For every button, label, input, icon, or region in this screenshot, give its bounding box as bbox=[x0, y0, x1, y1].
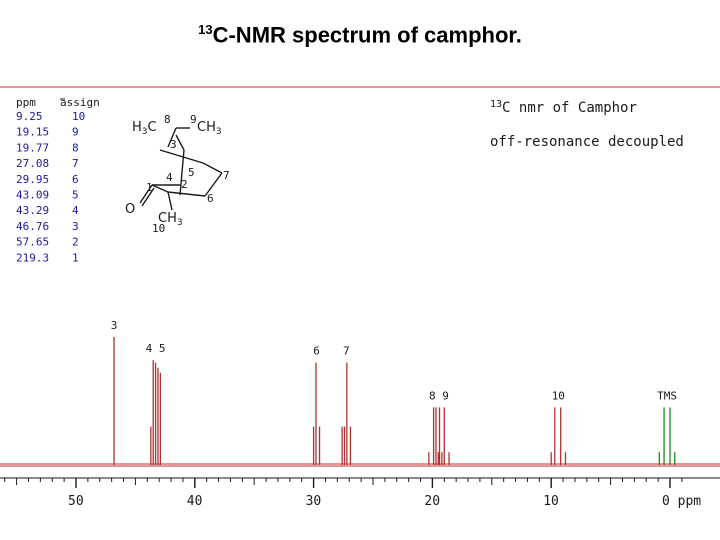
x-tick-label: 50 bbox=[68, 494, 84, 509]
table-header-assign: assign bbox=[60, 96, 100, 109]
table-cell-ppm: 9.25 bbox=[16, 110, 43, 123]
label-ch3-right-sub: 3 bbox=[216, 127, 222, 137]
label-c7: 7 bbox=[223, 169, 230, 182]
table-cell-assign: 3 bbox=[72, 220, 79, 233]
table-cell-ppm: 19.15 bbox=[16, 126, 49, 139]
table-cell-assign: 10 bbox=[72, 110, 85, 123]
label-c9: 9 bbox=[190, 113, 197, 126]
label-c5: 5 bbox=[188, 166, 195, 179]
chart-subtitle: off-resonance decoupled bbox=[490, 134, 684, 150]
table-header-ppm: ppm bbox=[16, 96, 36, 109]
x-axis-ticks: 50 40 30 20 10 0 ppm bbox=[4, 478, 701, 509]
table-cell-ppm: 57.65 bbox=[16, 236, 49, 249]
peak-label: 10 bbox=[552, 389, 565, 402]
peak-labels: 3 4 5 6 7 8 9 10 TMS bbox=[111, 319, 677, 402]
assignment-table: ppm assign 9.25 10 19.15 9 19.77 8 27.08 7 29.95… bbox=[16, 96, 100, 264]
table-cell-ppm: 46.76 bbox=[16, 220, 49, 233]
label-ch3-bottom: CH bbox=[158, 211, 177, 226]
table-cell-assign: 8 bbox=[72, 141, 79, 154]
table-cell-ppm: 43.09 bbox=[16, 189, 49, 202]
label-h3c-c: C bbox=[148, 120, 157, 135]
table-cell-assign: 9 bbox=[72, 126, 79, 139]
label-c2: 2 bbox=[181, 178, 188, 191]
table-cell-assign: 7 bbox=[72, 157, 79, 170]
chart-title: 13C nmr of Camphor bbox=[490, 99, 637, 116]
label-h3c-h: H bbox=[132, 120, 142, 135]
peak-label: 7 bbox=[343, 345, 350, 358]
label-ch3-bottom-sub: 3 bbox=[177, 218, 183, 228]
label-c6: 6 bbox=[207, 192, 214, 205]
x-tick-label: 30 bbox=[306, 494, 322, 509]
title-superscript: 13 bbox=[198, 22, 213, 37]
x-tick-label: 0 ppm bbox=[662, 494, 701, 509]
svg-text:H3C: H3C bbox=[132, 120, 157, 137]
chart-title-sup: 13 bbox=[490, 99, 502, 110]
label-c10: 10 bbox=[152, 222, 165, 235]
table-cell-assign: 1 bbox=[72, 251, 79, 264]
table-cell-assign: 5 bbox=[72, 189, 79, 202]
table-cell-assign: 4 bbox=[72, 204, 79, 217]
label-oxygen: O bbox=[125, 202, 135, 217]
table-rows: 9.25 10 19.15 9 19.77 8 27.08 7 29.95 6 43.09 5 43.2… bbox=[16, 110, 85, 264]
table-cell-assign: 2 bbox=[72, 236, 79, 249]
label-ch3-right: CH bbox=[197, 120, 216, 135]
x-tick-label: 10 bbox=[543, 494, 559, 509]
svg-text:CH3: CH3 bbox=[158, 211, 183, 228]
peak-label: 4 5 bbox=[146, 342, 166, 355]
table-cell-ppm: 219.3 bbox=[16, 251, 49, 264]
table-cell-assign: 6 bbox=[72, 173, 79, 186]
chart-title-text: C nmr of Camphor bbox=[502, 100, 637, 116]
label-c4: 4 bbox=[166, 171, 173, 184]
title-text: C-NMR spectrum of camphor. bbox=[212, 22, 522, 48]
table-cell-ppm: 19.77 bbox=[16, 141, 49, 154]
peak-label: 3 bbox=[111, 319, 118, 332]
svg-text:CH3: CH3 bbox=[197, 120, 222, 137]
slide-title: 13C-NMR spectrum of camphor. bbox=[0, 22, 720, 48]
peak-label: 8 9 bbox=[429, 389, 449, 402]
label-c8: 8 bbox=[164, 113, 171, 126]
structure-labels: H3C 8 9 CH3 3 4 5 7 1 2 6 O CH3 10 bbox=[125, 113, 230, 235]
x-tick-label: 20 bbox=[424, 494, 440, 509]
x-tick-label: 40 bbox=[187, 494, 203, 509]
table-cell-ppm: 43.29 bbox=[16, 204, 49, 217]
table-cell-ppm: 27.08 bbox=[16, 157, 49, 170]
label-c1: 1 bbox=[146, 181, 153, 194]
peak-lines bbox=[113, 337, 676, 465]
peak-label: 6 bbox=[313, 345, 320, 358]
peak-label: TMS bbox=[657, 389, 677, 402]
table-cell-ppm: 29.95 bbox=[16, 173, 49, 186]
label-h3c-sub: 3 bbox=[142, 127, 148, 137]
label-c3: 3 bbox=[170, 138, 177, 151]
camphor-structure bbox=[139, 127, 223, 211]
